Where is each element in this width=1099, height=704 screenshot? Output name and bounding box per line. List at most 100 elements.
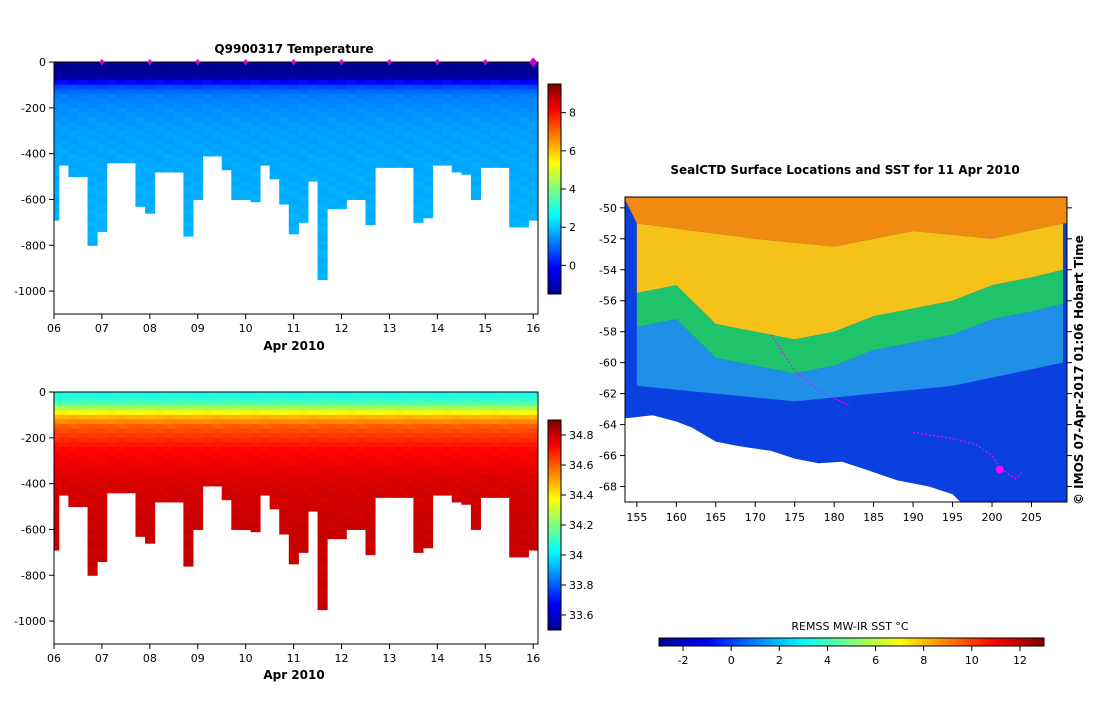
salinity-plot-frame bbox=[53, 391, 539, 645]
section-cell bbox=[54, 98, 60, 104]
section-cell bbox=[116, 414, 127, 420]
section-cell bbox=[365, 162, 376, 168]
section-cell bbox=[173, 158, 184, 164]
section-cell bbox=[192, 424, 204, 430]
section-cell bbox=[288, 456, 299, 462]
section-cell bbox=[336, 103, 347, 109]
section-cell bbox=[125, 446, 136, 453]
section-cell bbox=[298, 75, 309, 81]
section-cell bbox=[403, 139, 414, 145]
section-cell bbox=[106, 437, 117, 443]
section-cell bbox=[116, 474, 127, 480]
section-cell bbox=[250, 199, 261, 203]
section-cell bbox=[346, 62, 357, 68]
section-cell bbox=[509, 437, 520, 443]
section-cell bbox=[317, 66, 328, 72]
section-cell bbox=[173, 414, 184, 420]
section-cell bbox=[135, 135, 146, 141]
section-cell bbox=[509, 474, 520, 480]
section-cell bbox=[240, 80, 251, 86]
section-cell bbox=[288, 419, 299, 425]
section-cell bbox=[288, 208, 299, 214]
section-cell bbox=[250, 62, 261, 68]
section-cell bbox=[221, 94, 232, 100]
section-cell bbox=[307, 130, 319, 136]
section-cell bbox=[183, 460, 194, 466]
section-cell bbox=[384, 80, 395, 86]
section-cell bbox=[125, 144, 136, 150]
section-cell bbox=[327, 401, 338, 407]
section-cell bbox=[250, 460, 261, 466]
section-cell bbox=[145, 428, 156, 434]
section-cell bbox=[365, 89, 376, 95]
section-cell bbox=[518, 126, 529, 132]
section-cell bbox=[231, 98, 242, 104]
section-cell bbox=[499, 62, 510, 68]
section-cell bbox=[413, 460, 424, 466]
section-cell bbox=[231, 89, 242, 95]
section-cell bbox=[336, 437, 347, 443]
section-cell bbox=[135, 396, 146, 402]
section-cell bbox=[116, 62, 127, 68]
section-cell bbox=[231, 162, 242, 168]
section-cell bbox=[154, 451, 165, 457]
section-cell bbox=[240, 419, 251, 425]
section-cell bbox=[298, 396, 309, 402]
section-cell bbox=[490, 94, 501, 100]
section-cell bbox=[346, 190, 357, 196]
section-cell bbox=[403, 66, 414, 72]
section-cell bbox=[269, 396, 280, 402]
section-cell bbox=[528, 116, 539, 123]
section-cell bbox=[54, 167, 60, 173]
section-cell bbox=[375, 149, 386, 155]
section-cell bbox=[394, 442, 405, 448]
section-cell bbox=[145, 107, 156, 113]
section-cell bbox=[394, 149, 405, 155]
section-cell bbox=[116, 75, 127, 81]
section-cell bbox=[528, 162, 539, 168]
section-cell bbox=[240, 190, 251, 196]
section-cell bbox=[327, 534, 338, 540]
section-cell bbox=[221, 80, 232, 86]
section-cell bbox=[54, 479, 60, 485]
section-cell bbox=[288, 176, 299, 182]
section-cell bbox=[145, 116, 156, 123]
section-cell bbox=[279, 84, 290, 90]
section-cell bbox=[298, 543, 309, 549]
section-cell bbox=[336, 488, 347, 494]
section-cell bbox=[384, 84, 395, 90]
section-cell bbox=[145, 89, 156, 95]
section-cell bbox=[394, 153, 405, 159]
section-cell bbox=[260, 162, 271, 166]
section-cell bbox=[183, 424, 194, 430]
section-cell bbox=[125, 469, 136, 475]
sst-colorbar-tick-label: 8 bbox=[920, 654, 927, 667]
section-cell bbox=[490, 158, 501, 164]
section-cell bbox=[442, 451, 453, 457]
section-cell bbox=[269, 176, 280, 180]
section-cell bbox=[307, 94, 319, 100]
section-cell bbox=[240, 469, 251, 475]
x-tick-label: 10 bbox=[239, 652, 253, 665]
section-cell bbox=[240, 515, 251, 521]
section-cell bbox=[317, 556, 328, 563]
section-cell bbox=[518, 149, 529, 155]
section-cell bbox=[307, 392, 319, 398]
section-cell bbox=[135, 419, 146, 425]
section-cell bbox=[298, 456, 309, 462]
section-cell bbox=[288, 437, 299, 443]
section-cell bbox=[288, 428, 299, 434]
section-cell bbox=[518, 547, 529, 553]
section-cell bbox=[54, 410, 60, 416]
section-cell bbox=[518, 511, 529, 517]
section-cell bbox=[288, 534, 299, 540]
section-cell bbox=[221, 392, 232, 398]
section-cell bbox=[260, 460, 271, 466]
section-cell bbox=[375, 107, 386, 113]
section-cell bbox=[470, 424, 481, 430]
section-cell bbox=[461, 474, 472, 480]
section-cell bbox=[154, 414, 165, 420]
section-cell bbox=[68, 401, 79, 407]
section-cell bbox=[269, 460, 280, 466]
section-cell bbox=[135, 98, 146, 104]
